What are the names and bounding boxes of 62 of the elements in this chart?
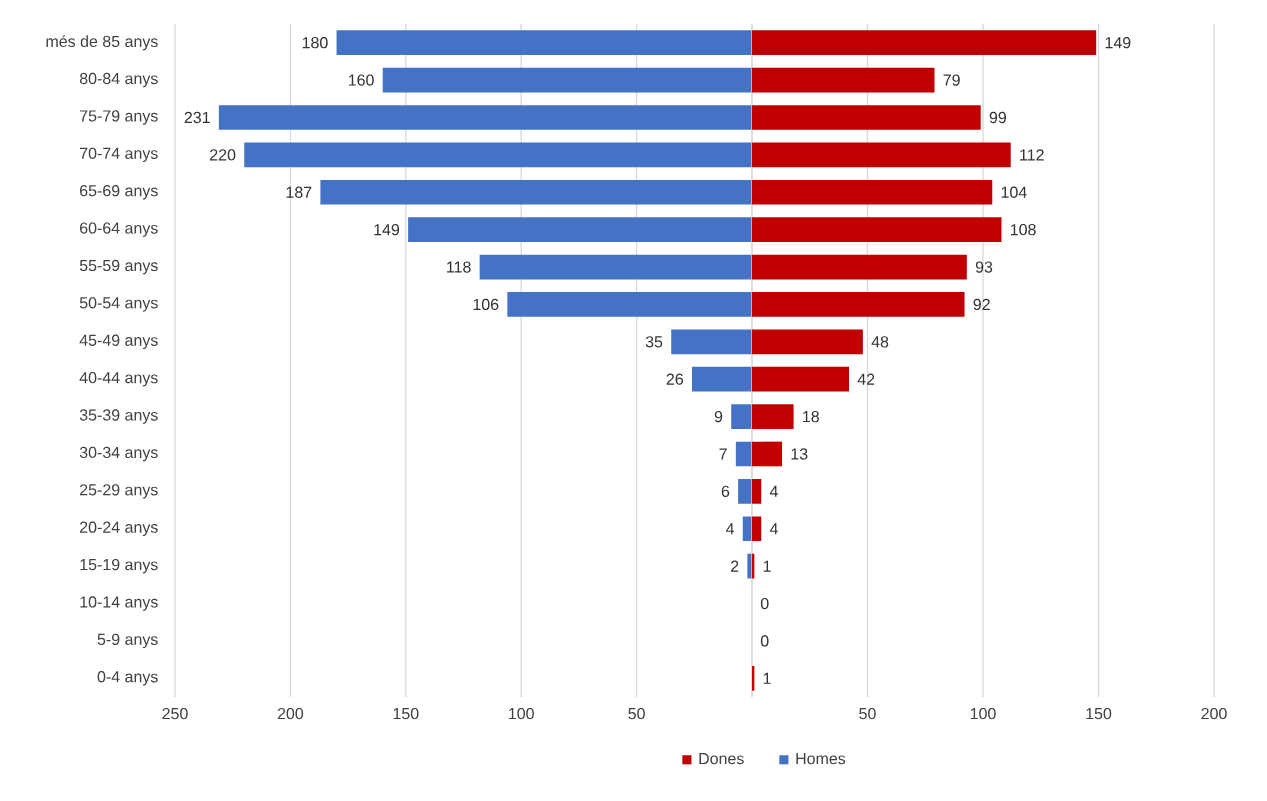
data-label: 112 (1020, 149, 1044, 161)
data-label: 6 (721, 485, 730, 498)
data-label: 93 (975, 261, 993, 273)
y-tick-label: 65-69 anys (80, 185, 158, 200)
data-label: 13 (791, 448, 808, 460)
y-tick-label: 35-39 anys (79, 409, 158, 424)
y-tick-label: 60-64 anys (80, 222, 158, 237)
data-label: 0 (760, 635, 769, 647)
data-label: 106 (473, 298, 499, 311)
legend-label: Dones (699, 753, 744, 765)
data-label: 104 (1001, 186, 1027, 198)
data-label: 187 (286, 186, 312, 198)
data-label: 0 (760, 597, 769, 610)
data-label: 1 (763, 560, 771, 572)
data-label: 79 (943, 74, 960, 86)
data-label: 108 (1010, 223, 1036, 236)
y-tick-label: 20-24 anys (80, 521, 158, 537)
y-tick-label: 25-29 anys (80, 484, 158, 499)
data-label: 2 (731, 560, 739, 572)
data-label: 160 (348, 74, 374, 86)
data-label: 35 (645, 336, 663, 348)
data-label: 18 (803, 410, 819, 423)
y-tick-label: 50-54 anys (79, 297, 158, 312)
data-label: 7 (719, 448, 727, 460)
data-label: 118 (447, 261, 471, 273)
y-tick-label: 45-49 anys (79, 334, 158, 350)
x-tick-label: 200 (277, 707, 304, 720)
data-label: 231 (184, 111, 210, 124)
y-tick-label: 5-9 anys (97, 633, 158, 649)
data-label: 1 (763, 672, 771, 684)
y-tick-label: 15-19 anys (80, 558, 158, 574)
y-tick-label: 75-79 anys (80, 110, 158, 125)
y-tick-label: 80-84 anys (79, 72, 158, 88)
data-label: 92 (973, 298, 990, 311)
y-tick-label: 10-14 anys (80, 596, 158, 611)
data-label: 48 (871, 336, 889, 348)
data-label: 9 (714, 410, 723, 423)
data-label: 26 (666, 373, 684, 385)
data-label: 42 (857, 373, 875, 385)
y-tick-label: 70-74 anys (80, 147, 158, 163)
data-label: 4 (725, 523, 735, 535)
data-label: 149 (1105, 37, 1131, 49)
data-label: 220 (210, 149, 236, 161)
data-label: 149 (374, 223, 400, 236)
data-label: 4 (769, 485, 778, 497)
y-tick-label: 40-44 anys (79, 371, 158, 387)
x-tick-label: 100 (970, 707, 996, 720)
data-label: 180 (302, 37, 328, 49)
y-tick-label: 0-4 anys (97, 671, 158, 686)
x-tick-label: 100 (509, 707, 534, 720)
x-tick-label: 50 (859, 707, 876, 720)
legend-label: Homes (796, 753, 846, 765)
data-label: 4 (769, 523, 778, 535)
x-tick-label: 250 (162, 707, 188, 720)
y-tick-label: 55-59 anys (79, 259, 158, 275)
x-tick-label: 150 (393, 707, 419, 720)
data-label: 99 (989, 111, 1006, 124)
x-tick-label: 50 (628, 707, 645, 720)
y-tick-label: més de 85 anys (46, 35, 158, 51)
y-tick-label: 30-34 anys (79, 446, 158, 462)
x-tick-label: 200 (1201, 707, 1227, 720)
x-tick-label: 150 (1086, 707, 1112, 720)
